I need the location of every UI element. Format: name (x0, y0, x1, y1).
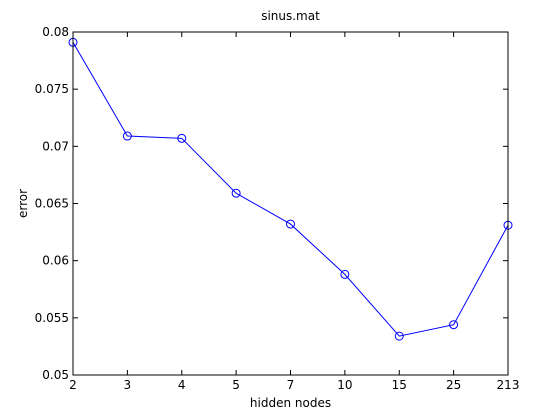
y-tick-label: 0.075 (35, 82, 69, 96)
x-tick-label: 4 (178, 378, 186, 392)
y-tick-label: 0.065 (35, 197, 69, 211)
y-tick-label: 0.06 (42, 254, 69, 268)
x-tick-label: 7 (287, 378, 295, 392)
y-tick-label: 0.07 (42, 139, 69, 153)
series-line (72, 42, 509, 337)
y-tick-label: 0.055 (35, 311, 69, 325)
x-tick-label: 2 (69, 378, 77, 392)
y-axis-title: error (16, 189, 30, 218)
data-point-marker (177, 133, 187, 143)
y-tick-label: 0.08 (42, 25, 69, 39)
x-tick-label: 5 (232, 378, 240, 392)
tick-layer: 2 3 4 5 7 10 15 25 213 0.05 0.055 0.06 0.065 0.07 0.07… (35, 25, 520, 392)
data-point-marker (394, 331, 404, 341)
x-tick-label: 213 (497, 378, 520, 392)
x-axis-title: hidden nodes (250, 396, 331, 410)
data-point-marker (286, 219, 295, 229)
x-tick-label: 10 (337, 378, 352, 392)
x-tick-label: 15 (392, 378, 407, 392)
x-tick-label: 3 (124, 378, 132, 392)
y-tick-label: 0.05 (42, 368, 69, 382)
data-point-marker (340, 269, 350, 279)
x-tick-label: 25 (446, 378, 461, 392)
data-point-marker (231, 188, 241, 198)
data-point-marker (449, 320, 459, 330)
data-point-marker (122, 131, 132, 141)
chart-title: sinus.mat (261, 9, 320, 23)
